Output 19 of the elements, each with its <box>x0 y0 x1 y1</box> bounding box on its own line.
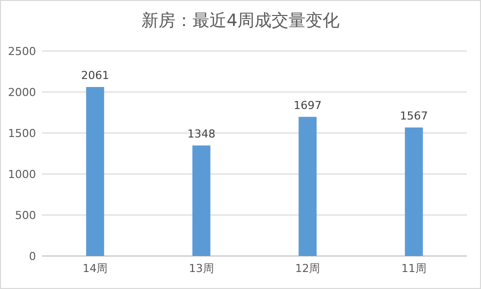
chart-title: 新房：最近4周成交量变化 <box>142 11 340 31</box>
x-tick-label: 12周 <box>295 262 320 275</box>
bar <box>298 116 317 256</box>
data-label: 1697 <box>294 98 322 112</box>
bar <box>86 87 104 256</box>
y-tick-label: 0 <box>29 250 36 263</box>
x-tick-label: 13周 <box>188 262 214 275</box>
bar <box>404 128 423 256</box>
data-label: 2061 <box>81 69 110 82</box>
y-tick-label: 2000 <box>8 86 36 99</box>
y-tick-label: 2500 <box>8 44 36 58</box>
x-tick-label: 11周 <box>401 262 426 275</box>
data-label: 1567 <box>400 110 428 123</box>
data-label: 1348 <box>187 127 216 140</box>
bar <box>192 145 210 256</box>
y-tick-label: 1000 <box>8 168 36 181</box>
y-tick-label: 1500 <box>8 126 36 140</box>
y-tick-label: 500 <box>15 208 36 222</box>
x-tick-label: 14周 <box>82 262 108 275</box>
